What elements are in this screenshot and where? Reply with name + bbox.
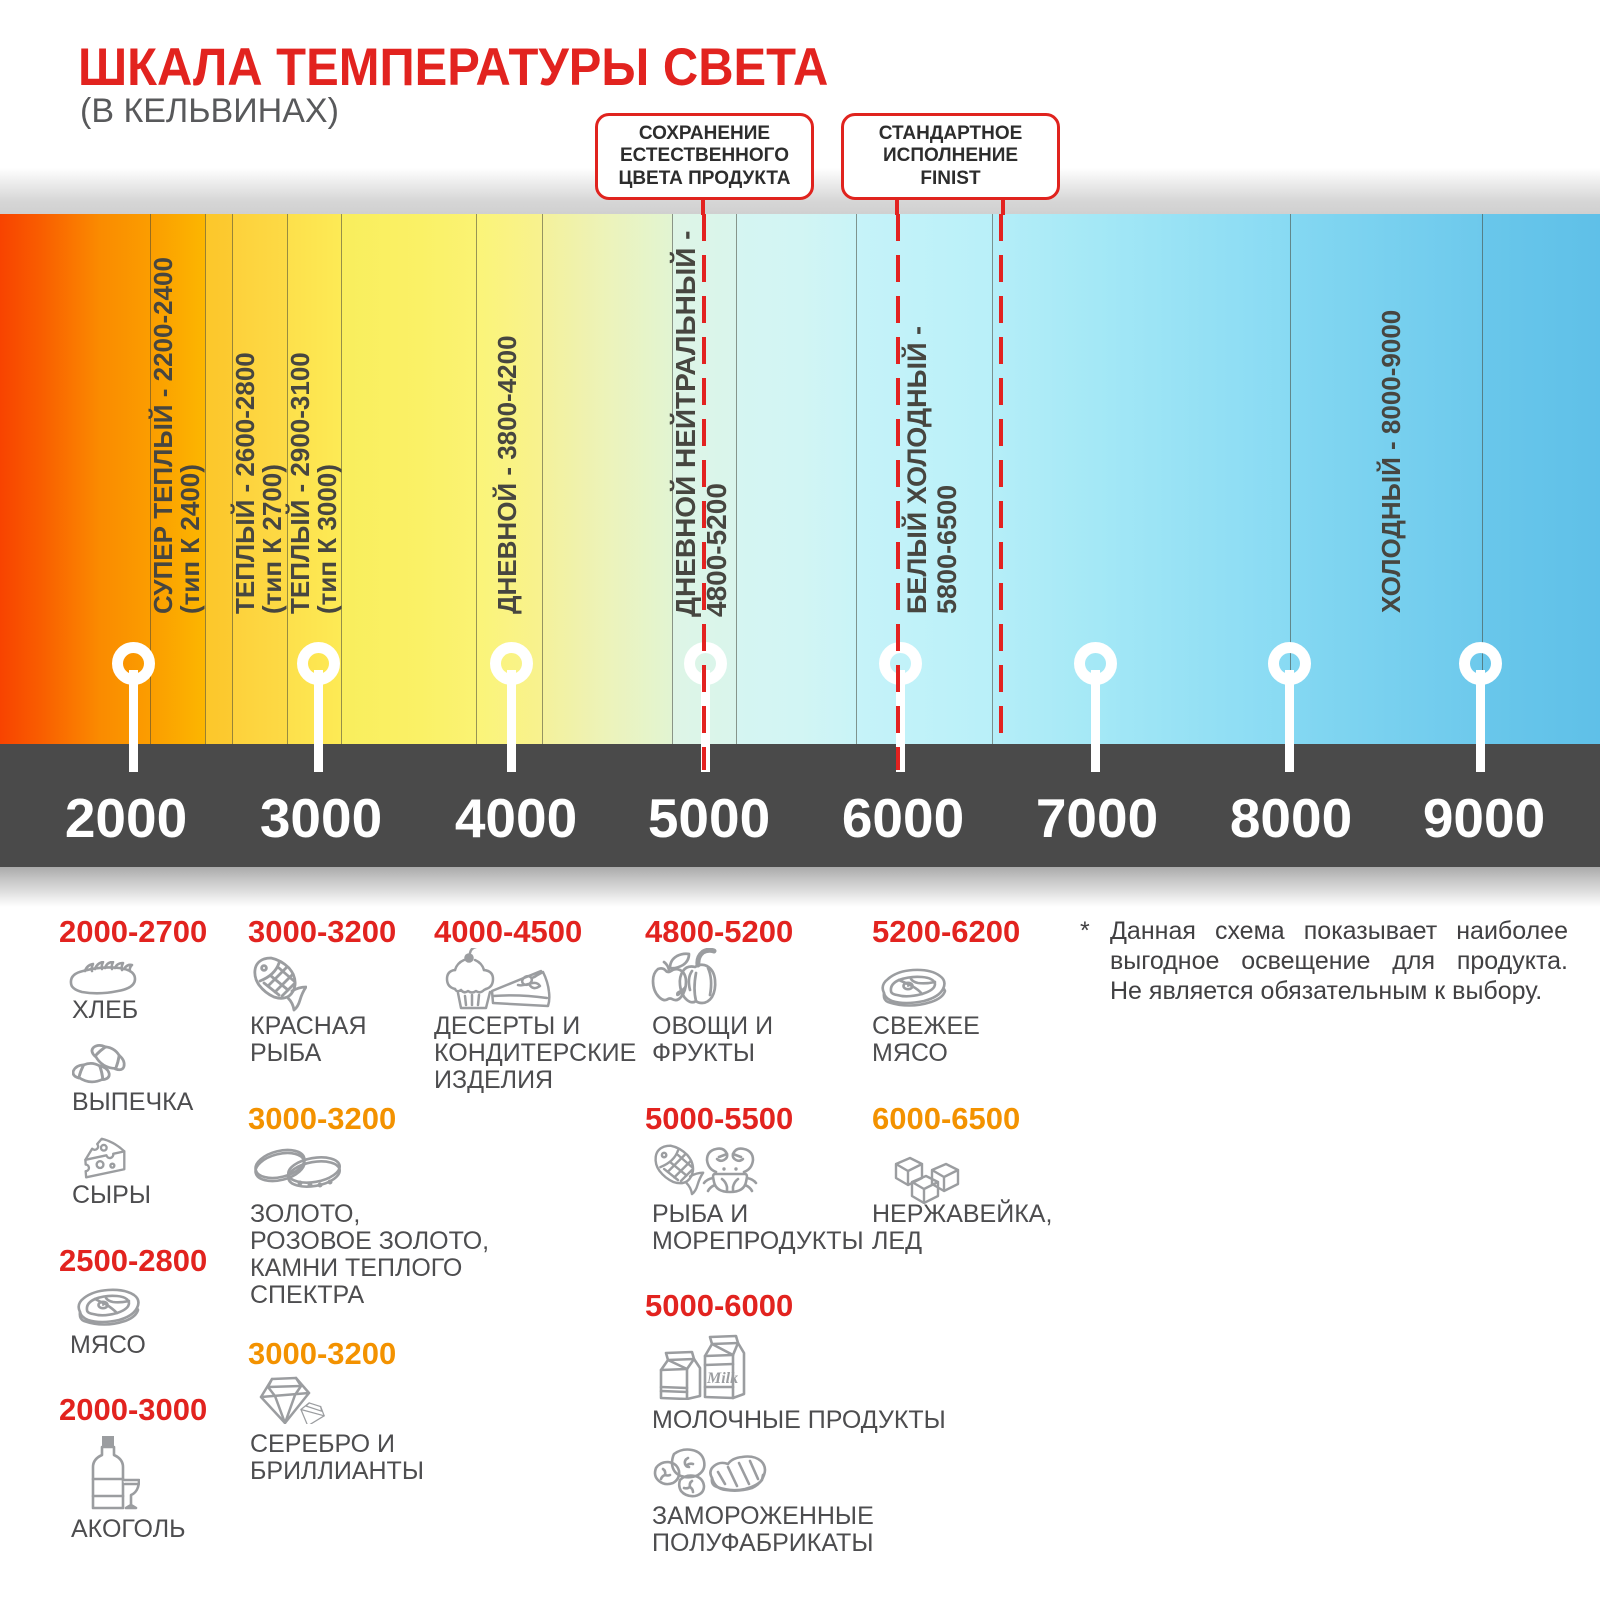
svg-text:Milk: Milk (706, 1370, 738, 1387)
